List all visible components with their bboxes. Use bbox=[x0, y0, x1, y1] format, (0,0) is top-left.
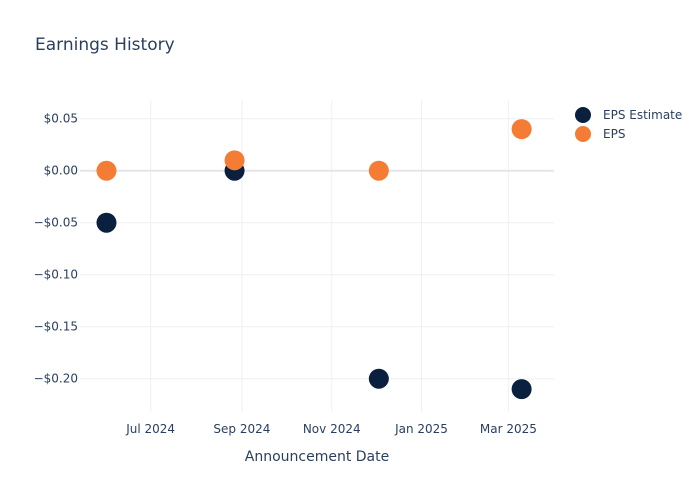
y-tick-label: −$0.20 bbox=[34, 372, 78, 386]
x-tick-label: Sep 2024 bbox=[213, 422, 270, 436]
y-tick-label: −$0.15 bbox=[34, 320, 78, 334]
data-point-eps-estimate[interactable] bbox=[96, 212, 117, 233]
y-tick-label: −$0.10 bbox=[34, 268, 78, 282]
legend: EPS Estimate EPS bbox=[575, 107, 682, 142]
legend-marker[interactable] bbox=[575, 107, 591, 123]
grid-layer bbox=[80, 100, 554, 412]
data-point-eps[interactable] bbox=[368, 160, 389, 181]
data-point-eps-estimate[interactable] bbox=[511, 379, 532, 400]
axis-layer: Jul 2024 Sep 2024 Nov 2024 Jan 2025 Mar 2025… bbox=[34, 112, 537, 436]
data-point-eps[interactable] bbox=[96, 160, 117, 181]
data-point-eps[interactable] bbox=[511, 119, 532, 140]
x-tick-label: Jul 2024 bbox=[125, 422, 175, 436]
legend-label[interactable]: EPS Estimate bbox=[603, 108, 682, 122]
y-tick-label: $0.00 bbox=[44, 164, 78, 178]
data-point-eps[interactable] bbox=[224, 150, 245, 171]
x-tick-label: Jan 2025 bbox=[394, 422, 448, 436]
x-tick-label: Nov 2024 bbox=[303, 422, 361, 436]
data-point-eps-estimate[interactable] bbox=[368, 368, 389, 389]
x-tick-label: Mar 2025 bbox=[480, 422, 537, 436]
legend-label[interactable]: EPS bbox=[603, 127, 625, 141]
points-layer bbox=[96, 119, 532, 400]
chart-title: Earnings History bbox=[35, 35, 175, 55]
x-axis-title: Announcement Date bbox=[245, 449, 389, 465]
y-tick-label: −$0.05 bbox=[34, 216, 78, 230]
legend-marker[interactable] bbox=[575, 126, 591, 142]
y-tick-label: $0.05 bbox=[44, 112, 78, 126]
